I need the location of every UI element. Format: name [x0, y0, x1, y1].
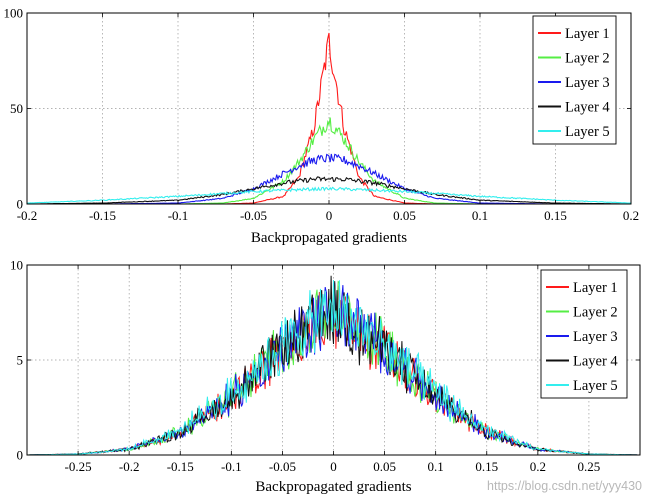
legend-label: Layer 4 — [565, 100, 610, 116]
x-tick-label: -0.05 — [240, 208, 267, 223]
legend-label: Layer 1 — [565, 26, 610, 42]
x-axis-title: Backpropagated gradients — [255, 479, 411, 495]
x-tick-label: 0.15 — [544, 208, 567, 223]
x-tick-label: -0.05 — [269, 459, 296, 474]
y-tick-label: 10 — [10, 258, 23, 273]
y-tick-label: 50 — [10, 101, 23, 116]
x-tick-label: -0.15 — [167, 459, 194, 474]
x-tick-label: -0.25 — [65, 459, 92, 474]
x-tick-label: -0.2 — [119, 459, 140, 474]
x-tick-label: 0.05 — [373, 459, 396, 474]
legend-box — [540, 269, 628, 399]
legend-label: Layer 1 — [573, 280, 618, 296]
legend-box — [532, 15, 617, 145]
x-tick-label: 0.1 — [428, 459, 444, 474]
x-tick-label: 0.2 — [623, 208, 639, 223]
x-tick-label: -0.1 — [168, 208, 189, 223]
top-chart: -0.2 -0.15 -0.1 -0.05 0 0.05 0.1 0.15 0.2 0 50 100 B… — [4, 6, 640, 247]
legend: Layer 1 Layer 2 Layer 3 Layer 4 Layer 5 — [540, 269, 628, 399]
legend-label: Layer 3 — [573, 329, 618, 345]
y-tick-label: 5 — [17, 353, 24, 368]
x-tick-label: 0.05 — [393, 208, 416, 223]
y-tick-label: 100 — [4, 6, 24, 21]
y-tick-label: 0 — [17, 448, 24, 463]
x-tick-label: 0.1 — [472, 208, 488, 223]
x-tick-label: -0.2 — [17, 208, 38, 223]
x-tick-label: 0.2 — [530, 459, 546, 474]
x-tick-label: -0.1 — [221, 459, 242, 474]
legend-label: Layer 2 — [573, 305, 618, 321]
legend-label: Layer 5 — [565, 124, 610, 140]
legend-label: Layer 4 — [573, 354, 618, 370]
legend-label: Layer 2 — [565, 51, 610, 67]
legend-label: Layer 5 — [573, 378, 618, 394]
y-tick-label: 0 — [17, 197, 24, 212]
x-tick-label: 0 — [326, 208, 333, 223]
legend: Layer 1 Layer 2 Layer 3 Layer 4 Layer 5 — [532, 15, 617, 145]
series-line-layer-4 — [27, 176, 631, 205]
x-axis-title: Backpropagated gradients — [251, 230, 407, 246]
x-tick-label: 0 — [330, 459, 337, 474]
legend-label: Layer 3 — [565, 75, 610, 91]
series-line-layer-5 — [27, 279, 640, 456]
x-tick-label: 0.15 — [475, 459, 498, 474]
watermark-text: https://blog.csdn.net/yyy430 — [487, 479, 642, 493]
series-line-layer-5 — [26, 186, 632, 204]
bottom-chart: -0.25 -0.2 -0.15 -0.1 -0.05 0 0.05 0.1 0.15 0.2 0.… — [10, 258, 641, 495]
x-tick-label: 0.25 — [578, 459, 601, 474]
x-tick-label: -0.15 — [89, 208, 116, 223]
